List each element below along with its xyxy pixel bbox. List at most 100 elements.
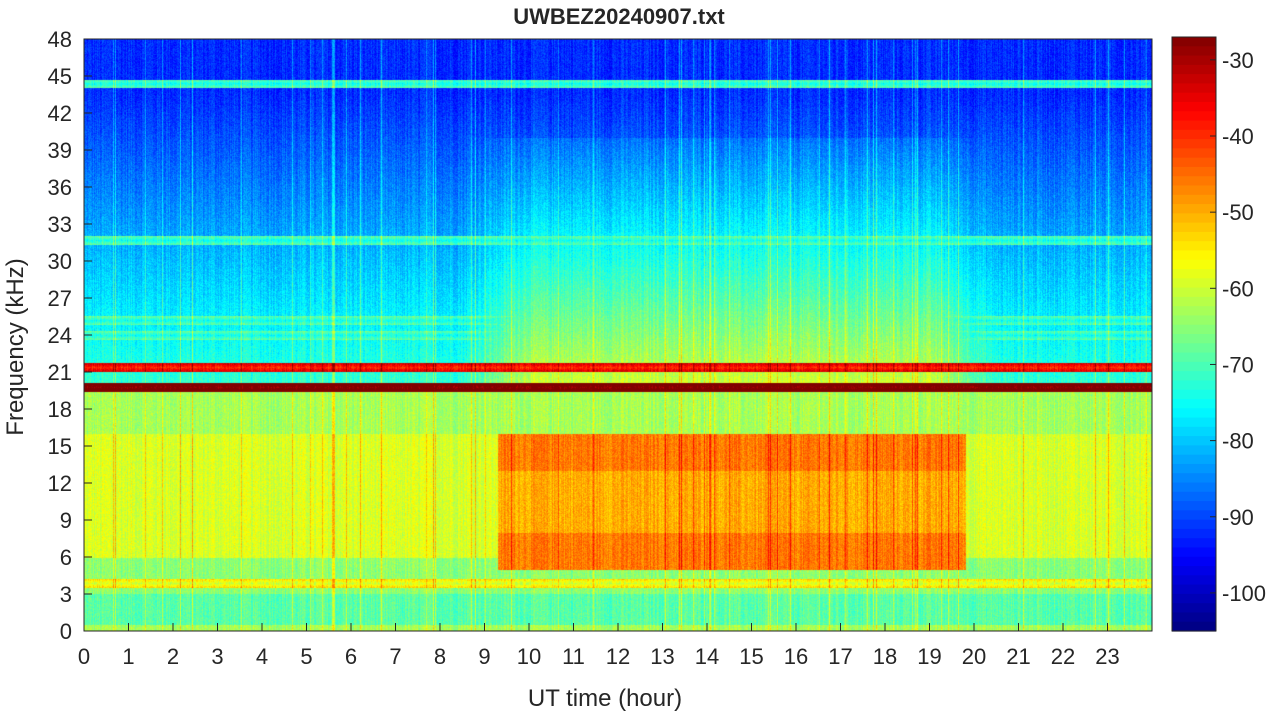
y-axis-label: Frequency (kHz) xyxy=(2,258,29,435)
colorbar-segment xyxy=(1172,408,1216,419)
colorbar-segment xyxy=(1172,584,1216,595)
colorbar-segment xyxy=(1172,287,1216,298)
colorbar-tick-label: -80 xyxy=(1222,429,1254,454)
y-tick-label: 6 xyxy=(60,545,72,570)
y-tick-label: 12 xyxy=(48,471,72,496)
colorbar-segment xyxy=(1172,46,1216,57)
y-tick-label: 3 xyxy=(60,582,72,607)
x-tick-label: 17 xyxy=(828,644,852,669)
colorbar-segment xyxy=(1172,176,1216,187)
x-tick-label: 23 xyxy=(1095,644,1119,669)
colorbar-segment xyxy=(1172,426,1216,437)
colorbar-segment xyxy=(1172,556,1216,567)
colorbar-segment xyxy=(1172,463,1216,474)
colorbar-segment xyxy=(1172,231,1216,242)
y-tick-label: 24 xyxy=(48,323,72,348)
x-tick-label: 3 xyxy=(211,644,223,669)
y-tick-label: 42 xyxy=(48,101,72,126)
x-tick-label: 1 xyxy=(122,644,134,669)
colorbar-segment xyxy=(1172,528,1216,539)
colorbar-segment xyxy=(1172,37,1216,47)
y-tick-label: 18 xyxy=(48,397,72,422)
colorbar-segment xyxy=(1172,352,1216,363)
x-tick-label: 11 xyxy=(562,644,585,669)
colorbar-segment xyxy=(1172,575,1216,586)
y-tick-label: 48 xyxy=(48,27,72,52)
colorbar-segment xyxy=(1172,519,1216,530)
x-tick-label: 5 xyxy=(300,644,312,669)
colorbar-segment xyxy=(1172,278,1216,289)
colorbar-segment xyxy=(1172,157,1216,168)
y-tick-label: 0 xyxy=(60,619,72,644)
colorbar-segment xyxy=(1172,473,1216,484)
colorbar-segment xyxy=(1172,315,1216,326)
colorbar-segment xyxy=(1172,92,1216,103)
colorbar-segment xyxy=(1172,371,1216,382)
y-tick-label: 9 xyxy=(60,508,72,533)
colorbar-segment xyxy=(1172,148,1216,159)
colorbar-segment xyxy=(1172,445,1216,456)
colorbar-segment xyxy=(1172,510,1216,521)
colorbar-segment xyxy=(1172,454,1216,465)
colorbar-segment xyxy=(1172,436,1216,446)
colorbar-segment xyxy=(1172,389,1216,400)
colorbar-tick-label: -60 xyxy=(1222,276,1254,301)
y-tick-label: 39 xyxy=(48,138,72,163)
colorbar-segment xyxy=(1172,398,1216,409)
colorbar-tick-label: -50 xyxy=(1222,200,1254,225)
colorbar-tick-label: -70 xyxy=(1222,352,1254,377)
colorbar-segment xyxy=(1172,621,1216,632)
x-tick-label: 15 xyxy=(739,644,763,669)
y-tick-label: 30 xyxy=(48,249,72,274)
colorbar-segment xyxy=(1172,501,1216,511)
colorbar-segment xyxy=(1172,334,1216,344)
x-tick-label: 4 xyxy=(256,644,268,669)
x-axis-label: UT time (hour) xyxy=(528,685,682,712)
x-tick-label: 0 xyxy=(78,644,90,669)
colorbar-segment xyxy=(1172,213,1216,224)
y-tick-label: 21 xyxy=(48,360,72,385)
colorbar-tick-label: -40 xyxy=(1222,124,1254,149)
y-tick-label: 15 xyxy=(48,434,72,459)
colorbar-segment xyxy=(1172,204,1216,214)
x-tick-label: 12 xyxy=(606,644,630,669)
colorbar-tick-label: -30 xyxy=(1222,48,1254,73)
x-tick-label: 10 xyxy=(517,644,541,669)
colorbar-segment xyxy=(1172,101,1216,112)
x-axis-ticks: 0 1 2 3 4 5 6 7 8 9 10 11 12 13 14 15 16 17 18 19 20 21 22 23 xyxy=(78,623,1120,669)
x-tick-label: 18 xyxy=(873,644,897,669)
colorbar-segment xyxy=(1172,296,1216,307)
colorbar-segment xyxy=(1172,83,1216,94)
colorbar-ticks: -30 -40 -50 -60 -70 -80 -90 -100 xyxy=(1210,48,1266,606)
x-tick-label: 19 xyxy=(917,644,941,669)
colorbar-segment xyxy=(1172,343,1216,354)
x-tick-label: 20 xyxy=(962,644,986,669)
x-tick-label: 2 xyxy=(167,644,179,669)
plot-area xyxy=(83,38,1153,632)
x-tick-label: 6 xyxy=(345,644,357,669)
colorbar-segment xyxy=(1172,166,1216,177)
y-tick-label: 27 xyxy=(48,286,72,311)
colorbar-segment xyxy=(1172,259,1216,270)
y-tick-label: 45 xyxy=(48,64,72,89)
colorbar-tick-label: -100 xyxy=(1222,581,1266,606)
y-tick-label: 33 xyxy=(48,212,72,237)
x-tick-label: 9 xyxy=(478,644,490,669)
y-tick-label: 36 xyxy=(48,175,72,200)
colorbar-tick-label: -90 xyxy=(1222,505,1254,530)
colorbar-segment xyxy=(1172,538,1216,549)
colorbar-segment xyxy=(1172,250,1216,261)
colorbar-segment xyxy=(1172,593,1216,604)
x-tick-label: 22 xyxy=(1051,644,1075,669)
colorbar-segment xyxy=(1172,417,1216,428)
x-tick-label: 21 xyxy=(1006,644,1030,669)
colorbar xyxy=(1171,36,1217,632)
colorbar-segment xyxy=(1172,120,1216,131)
colorbar-segment xyxy=(1172,324,1216,335)
x-tick-label: 13 xyxy=(650,644,674,669)
colorbar-segment xyxy=(1172,222,1216,233)
colorbar-segment xyxy=(1172,129,1216,140)
x-tick-label: 7 xyxy=(389,644,401,669)
